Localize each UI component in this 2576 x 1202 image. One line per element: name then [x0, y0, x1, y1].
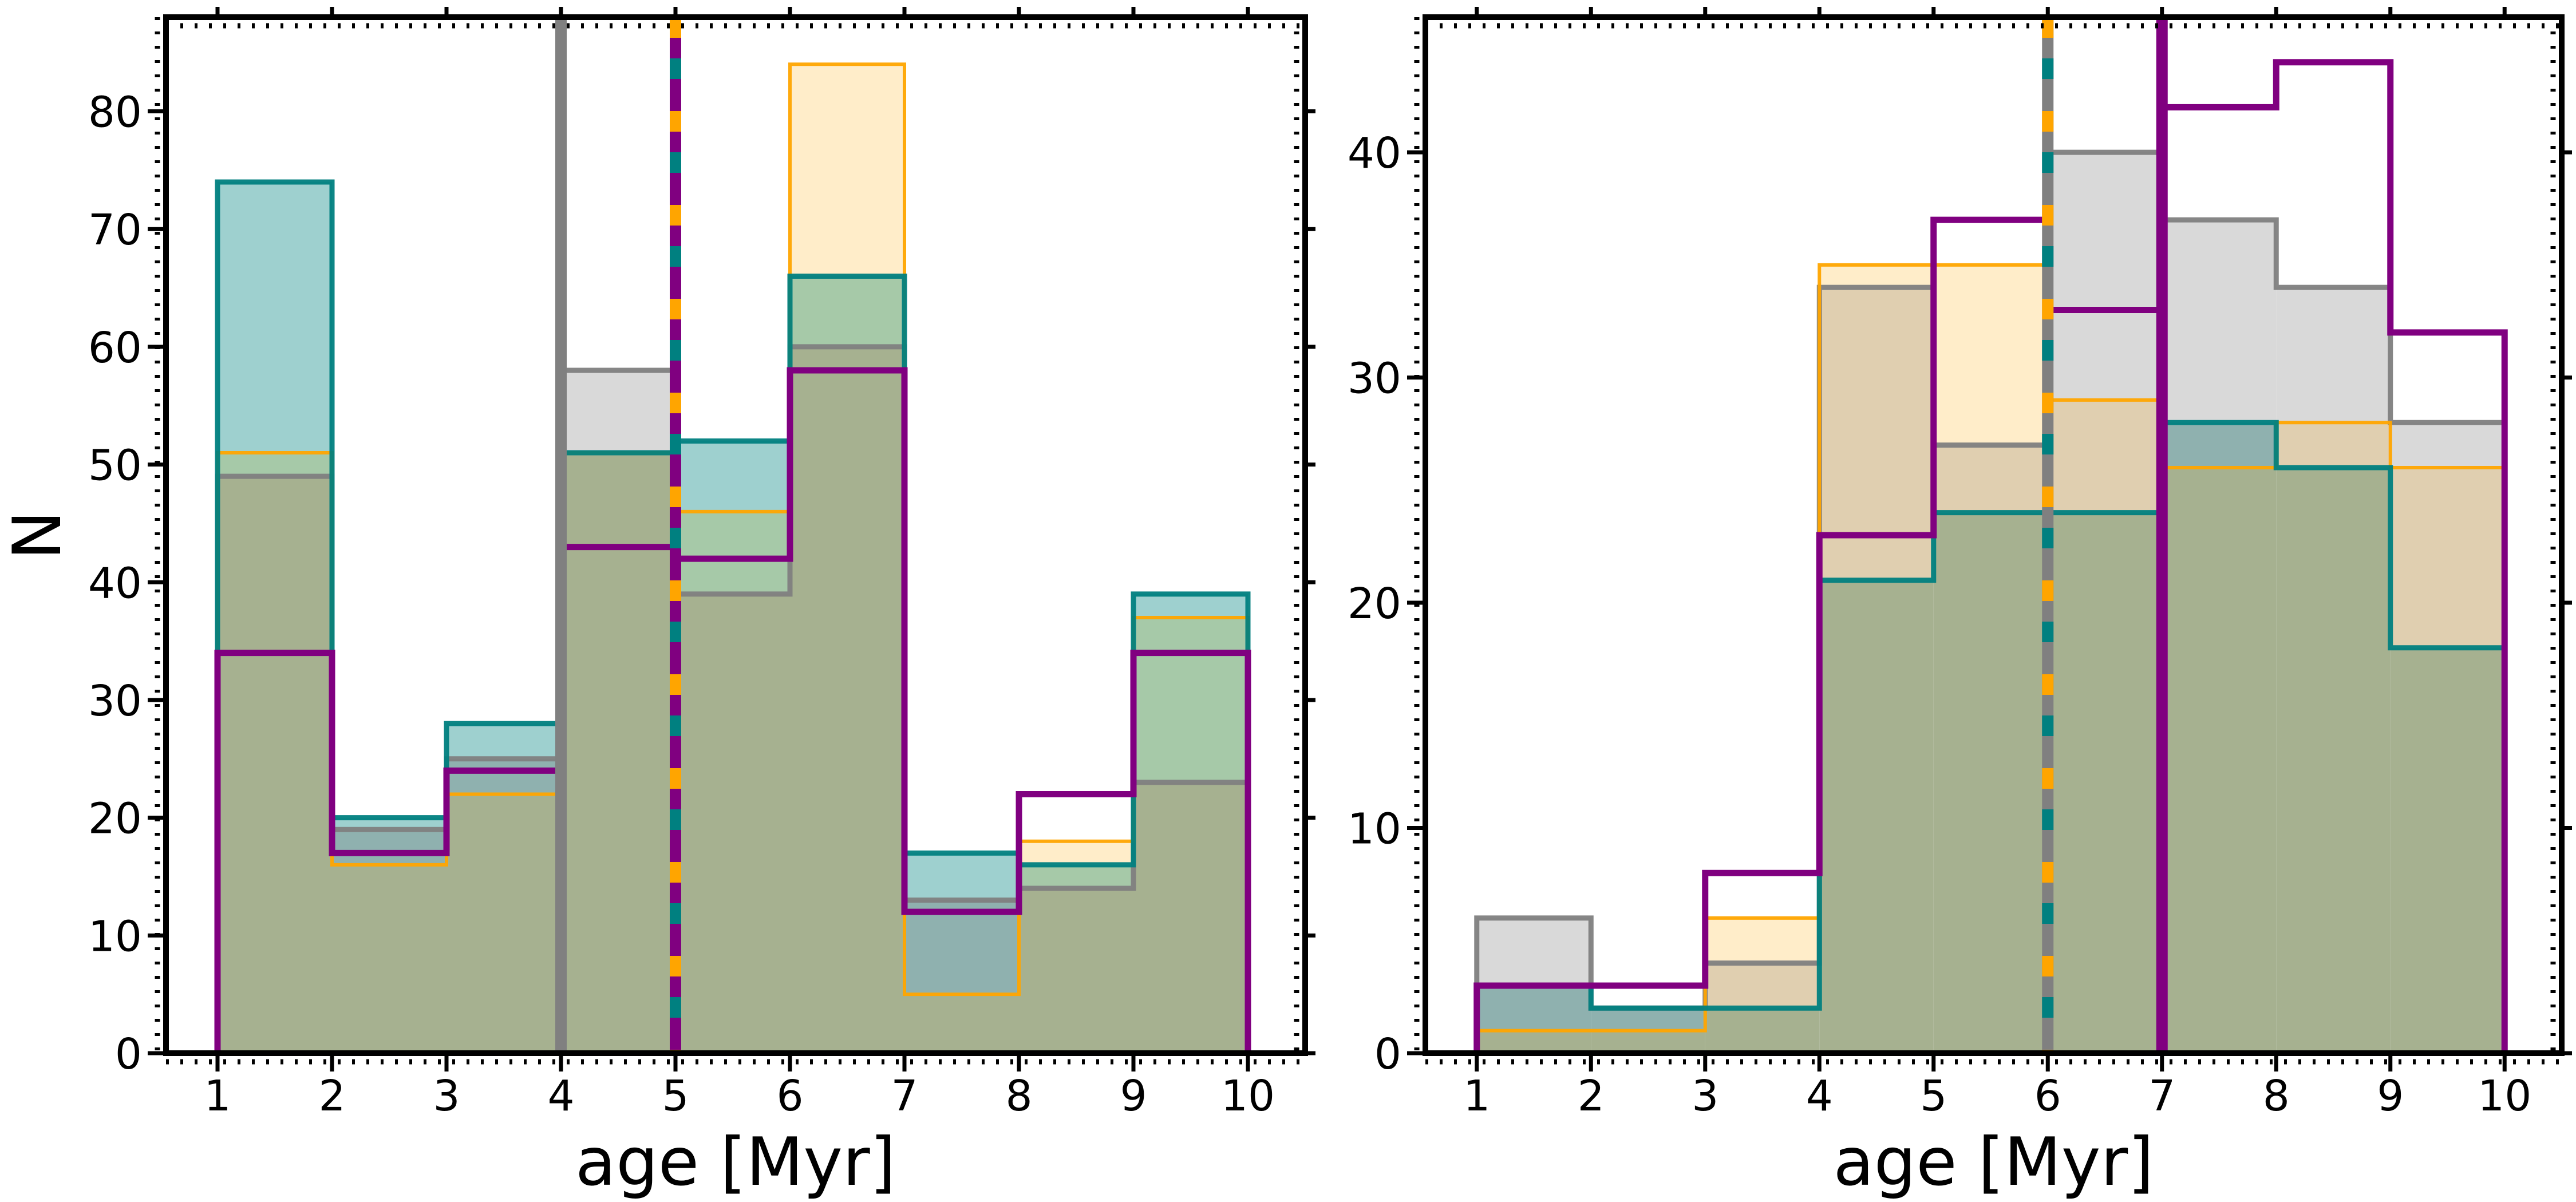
histogram-fill-bar	[1019, 864, 1133, 889]
x-tick-label: 2	[318, 1071, 345, 1121]
histogram-fill-bar	[1933, 264, 2048, 445]
y-tick-label: 20	[88, 794, 142, 844]
histogram-fill-bar	[1819, 580, 1934, 1053]
x-tick-label: 9	[1120, 1071, 1147, 1121]
histogram-fill-bar	[790, 346, 904, 1053]
histogram-fill-bar	[1133, 594, 1248, 618]
histogram-fill-bar	[447, 723, 561, 759]
y-tick-label: 0	[1374, 1030, 1401, 1079]
histogram-fill-bar	[904, 900, 1019, 995]
histogram-fill-bar	[2390, 647, 2505, 1053]
y-tick-label: 30	[1348, 354, 1401, 404]
histogram-fill-bar	[447, 794, 561, 1053]
histogram-fill-bar	[1705, 918, 1820, 963]
histogram-fill-bar	[1819, 287, 1934, 580]
histogram-fill-bar	[675, 441, 790, 512]
histogram-fill-bar	[561, 453, 675, 1053]
histogram-fill-bar	[1591, 1030, 1705, 1053]
histogram-fill-bar	[1019, 888, 1133, 1053]
y-tick-label: 10	[1348, 805, 1401, 854]
histogram-fill-bar	[218, 476, 332, 1053]
y-tick-label: 0	[115, 1030, 142, 1079]
x-tick-label: 9	[2377, 1071, 2404, 1121]
histogram-fill-bar	[2390, 467, 2505, 648]
x-tick-label: 1	[1463, 1071, 1490, 1121]
histogram-fill-bar	[1133, 782, 1248, 1053]
histogram-fill-bar	[447, 758, 561, 794]
histogram-fill-bar	[904, 853, 1019, 900]
left-histogram-panel: 1 2 3 4 5 6 7 8 9 10 0 10 20 30 40 50 60 70 80 age [Myr] N	[0, 7, 1315, 1201]
histogram-step-outline	[214, 367, 1251, 1053]
histogram-fill-bar	[1019, 841, 1133, 865]
axes-frame	[163, 14, 1308, 1056]
x-axis-label: age [Myr]	[1834, 1124, 2154, 1201]
x-tick-label: 8	[1005, 1071, 1032, 1121]
y-tick-label: 40	[1348, 129, 1401, 178]
histogram-fill-bar	[675, 511, 790, 594]
axes-frame	[1423, 14, 2565, 1056]
y-tick-label: 70	[88, 205, 142, 255]
histogram-fill-bar	[1476, 1030, 1591, 1053]
histogram-fill-bar	[2276, 467, 2391, 1053]
histogram-fill-bar	[1476, 918, 1591, 986]
x-tick-label: 7	[891, 1071, 918, 1121]
y-tick-label: 10	[88, 912, 142, 961]
y-tick-label: 60	[88, 323, 142, 373]
histogram-fill-bar	[2276, 287, 2391, 423]
histogram-fill-bar	[1133, 617, 1248, 782]
histogram-fill-bar	[332, 864, 447, 1053]
y-tick-label: 30	[88, 677, 142, 726]
histogram-fill-bar	[332, 829, 447, 865]
histogram-fill-bar	[790, 64, 904, 276]
histogram-step-outline	[216, 62, 1250, 1053]
x-tick-label: 3	[1692, 1071, 1718, 1121]
histogram-step-outline	[1474, 420, 2507, 1053]
y-axis-label: N	[0, 511, 76, 560]
histogram-fill-bar	[1933, 512, 2048, 1053]
histogram-fill-bar	[218, 181, 332, 453]
y-tick-label: 80	[88, 88, 142, 137]
histogram-fill-bar	[332, 817, 447, 830]
histogram-fill-bar	[2390, 422, 2505, 468]
histogram-step-outline	[215, 179, 1251, 1053]
histogram-fill-bar	[1933, 445, 2048, 513]
histogram-fill-bar	[790, 276, 904, 347]
histogram-fill-bar	[675, 594, 790, 1053]
histogram-fill-bar	[2276, 422, 2391, 468]
histogram-fill-bar	[2048, 400, 2162, 513]
x-tick-label: 3	[433, 1071, 460, 1121]
histogram-fill-bar	[2162, 220, 2277, 423]
y-tick-label: 20	[1348, 579, 1401, 628]
right-histogram-panel: 1 2 3 4 5 6 7 8 9 10 0 10 20 30 40 age [Myr]	[1348, 7, 2572, 1201]
histogram-fill-bar	[1705, 1008, 1820, 1053]
x-tick-label: 4	[1806, 1071, 1833, 1121]
histogram-fill-bar	[2162, 422, 2277, 468]
x-tick-label: 10	[1221, 1071, 1275, 1121]
y-tick-label: 50	[88, 441, 142, 491]
histogram-fill-bar	[904, 994, 1019, 1053]
y-tick-label: 40	[88, 559, 142, 608]
histogram-step-outline	[215, 344, 1251, 1053]
histogram-fill-bar	[1705, 963, 1820, 1009]
x-tick-label: 4	[547, 1071, 574, 1121]
x-tick-label: 7	[2148, 1071, 2175, 1121]
histogram-fill-bar	[1476, 985, 1591, 1031]
x-tick-label: 5	[662, 1071, 689, 1121]
histogram-fill-bar	[2048, 152, 2162, 400]
histogram-fill-bar	[218, 453, 332, 477]
x-tick-label: 1	[204, 1071, 231, 1121]
x-tick-label: 8	[2263, 1071, 2290, 1121]
histogram-fill-bar	[561, 370, 675, 453]
x-tick-label: 5	[1920, 1071, 1947, 1121]
x-axis-label: age [Myr]	[575, 1124, 896, 1201]
x-tick-label: 2	[1578, 1071, 1605, 1121]
histogram-fill-bar	[2048, 512, 2162, 1053]
x-tick-label: 6	[776, 1071, 803, 1121]
histogram-fill-bar	[1591, 1008, 1705, 1031]
x-tick-label: 10	[2478, 1071, 2531, 1121]
histogram-fill-bar	[2162, 467, 2277, 1053]
x-tick-label: 6	[2034, 1071, 2061, 1121]
histogram-fill-bar	[1819, 264, 1934, 288]
